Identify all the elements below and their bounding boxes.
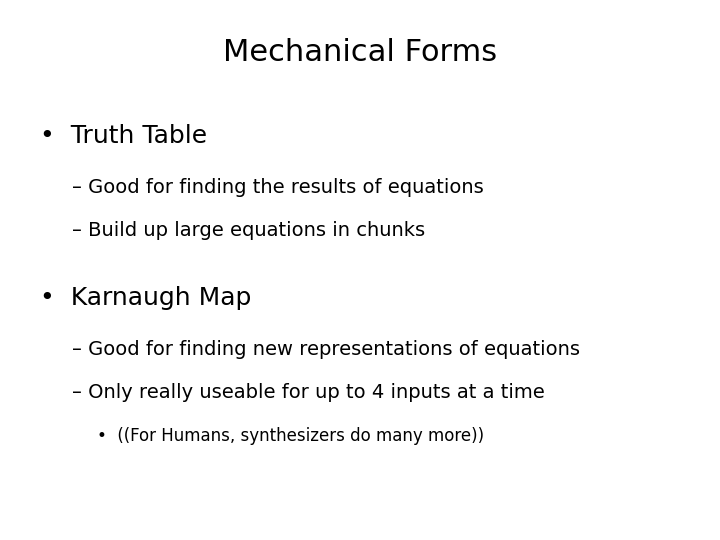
Text: – Only really useable for up to 4 inputs at a time: – Only really useable for up to 4 inputs…: [72, 383, 545, 402]
Text: – Build up large equations in chunks: – Build up large equations in chunks: [72, 221, 425, 240]
Text: •  Truth Table: • Truth Table: [40, 124, 207, 148]
Text: •  ((For Humans, synthesizers do many more)): • ((For Humans, synthesizers do many mor…: [97, 427, 485, 444]
Text: •  Karnaugh Map: • Karnaugh Map: [40, 286, 251, 310]
Text: – Good for finding the results of equations: – Good for finding the results of equati…: [72, 178, 484, 197]
Text: – Good for finding new representations of equations: – Good for finding new representations o…: [72, 340, 580, 359]
Text: Mechanical Forms: Mechanical Forms: [223, 38, 497, 67]
